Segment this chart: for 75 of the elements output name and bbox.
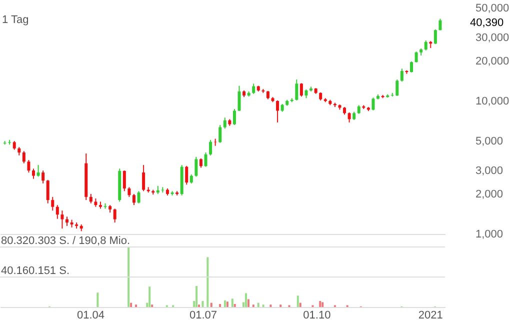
x-tick-label: 01.10 bbox=[303, 310, 331, 320]
candlestick bbox=[22, 150, 26, 164]
candlestick bbox=[400, 68, 404, 82]
y-tick-label: 20,000 bbox=[476, 55, 510, 68]
y-tick-label: 10,000 bbox=[476, 95, 510, 108]
candlestick bbox=[300, 82, 303, 98]
candlestick bbox=[204, 152, 208, 168]
bar bbox=[299, 302, 302, 307]
bar bbox=[210, 302, 212, 307]
bar bbox=[322, 302, 324, 307]
bar bbox=[296, 296, 299, 307]
x-tick-label: 01.07 bbox=[189, 310, 217, 320]
candlestick bbox=[438, 18, 442, 31]
candlestick bbox=[232, 108, 236, 126]
bar bbox=[319, 301, 322, 307]
candlestick bbox=[185, 165, 188, 186]
ref-line-label: 80.320.303 S. / 190,8 Mio. bbox=[1, 235, 130, 247]
candlestick bbox=[27, 160, 30, 173]
bar bbox=[128, 247, 130, 307]
text: 1 Tag bbox=[2, 14, 29, 26]
bar bbox=[234, 304, 236, 307]
ref-line-label: 40.160.151 S. bbox=[1, 265, 70, 277]
candlestick bbox=[60, 210, 64, 229]
candlestick bbox=[128, 186, 131, 198]
y-tick-label: 50,000 bbox=[476, 2, 510, 14]
bar bbox=[206, 257, 209, 307]
y-tick-label: 30,000 bbox=[476, 32, 510, 44]
bar bbox=[96, 292, 99, 307]
bar bbox=[247, 299, 250, 307]
bar bbox=[257, 302, 260, 307]
candlestick bbox=[372, 97, 375, 111]
bar bbox=[224, 300, 226, 307]
x-tick-label: 2021 bbox=[418, 310, 443, 320]
candlestick bbox=[89, 193, 92, 204]
bar bbox=[244, 293, 247, 307]
candlestick bbox=[424, 40, 428, 51]
candlestick bbox=[32, 168, 35, 180]
bar bbox=[202, 301, 204, 307]
candlestick bbox=[434, 28, 437, 45]
candlestick bbox=[113, 208, 116, 224]
bar bbox=[231, 298, 234, 307]
y-tick-label: 1,000 bbox=[476, 228, 504, 240]
candlestick bbox=[36, 164, 40, 178]
candlestick bbox=[56, 204, 59, 220]
candlestick bbox=[65, 216, 68, 226]
candlestick bbox=[414, 51, 418, 63]
bar bbox=[130, 302, 132, 307]
x-tick-label: 01.04 bbox=[77, 310, 105, 320]
candlestick bbox=[348, 112, 351, 123]
candlestick bbox=[223, 117, 226, 130]
candlestick bbox=[51, 196, 54, 212]
candlestick bbox=[122, 170, 126, 192]
candlestick bbox=[161, 186, 164, 194]
candlestick bbox=[410, 61, 414, 73]
y-tick-label: 5,000 bbox=[476, 136, 504, 148]
candlestick bbox=[194, 156, 198, 178]
candlestick bbox=[132, 193, 136, 206]
candlestick bbox=[295, 79, 298, 101]
y-tick-label: 2,000 bbox=[476, 188, 504, 200]
candlestick bbox=[218, 124, 222, 144]
candlestick bbox=[199, 158, 202, 168]
bar bbox=[148, 286, 151, 307]
candlestick bbox=[46, 179, 50, 204]
candlestick bbox=[42, 170, 45, 184]
y-tick-label: 3,000 bbox=[476, 165, 504, 178]
candlestick bbox=[238, 85, 241, 112]
candlestick bbox=[252, 83, 256, 94]
candlestick bbox=[142, 164, 146, 192]
candlestick bbox=[276, 100, 280, 123]
candlestick bbox=[137, 190, 140, 204]
bar bbox=[226, 302, 228, 307]
text: 40,390 bbox=[470, 17, 504, 29]
bar bbox=[219, 304, 222, 307]
bar bbox=[196, 286, 198, 307]
candlestick bbox=[209, 139, 212, 156]
